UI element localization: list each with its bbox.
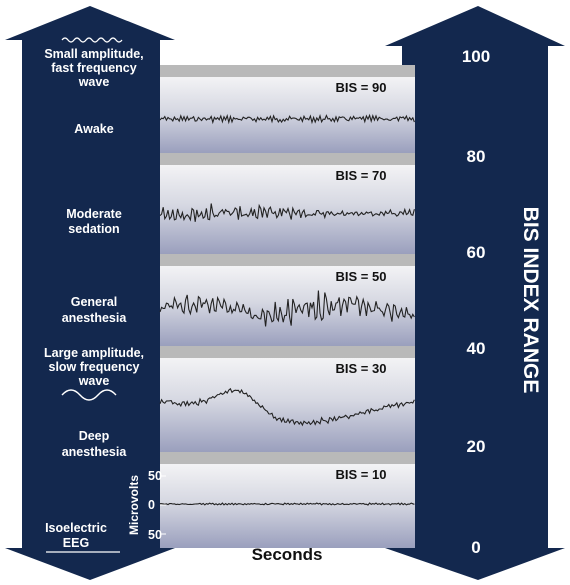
panel-separator xyxy=(160,65,415,77)
eeg-trace-bis-10 xyxy=(160,502,415,506)
large-wave-icon xyxy=(61,389,117,401)
large-amplitude-line-1: Large amplitude, xyxy=(44,346,144,360)
microvolts-tick-bottom: 50 xyxy=(148,528,162,542)
eeg-panels: BIS = 90 BIS = 70 BIS = 50 BIS = 30 BIS = 10 xyxy=(159,77,415,548)
panel-separator xyxy=(160,346,415,358)
state-general-line-1: General xyxy=(71,295,118,309)
eeg-trace-bis-30 xyxy=(159,387,415,427)
left-arrow-shape xyxy=(5,6,175,580)
bis-tick-100: 100 xyxy=(462,47,490,66)
eeg-trace-bis-90 xyxy=(159,113,415,125)
microvolts-axis-label: Microvolts xyxy=(127,475,141,535)
panel-separator xyxy=(160,153,415,165)
bis-value-label-50: BIS = 50 xyxy=(336,269,387,284)
microvolts-tick-top: 50 xyxy=(148,469,162,483)
bis-tick-20: 20 xyxy=(467,437,486,456)
small-amplitude-line-1: Small amplitude, xyxy=(44,47,143,61)
large-amplitude-line-3: wave xyxy=(78,374,110,388)
small-amplitude-line-3: wave xyxy=(78,75,110,89)
eeg-panel-bis-10 xyxy=(160,464,415,548)
panel-separator xyxy=(160,452,415,464)
state-deep-line-1: Deep xyxy=(79,429,110,443)
eeg-panel-bis-30 xyxy=(160,358,415,452)
bis-value-label-10: BIS = 10 xyxy=(336,467,387,482)
bis-value-label-70: BIS = 70 xyxy=(336,168,387,183)
state-awake: Awake xyxy=(74,122,113,136)
eeg-trace-bis-70 xyxy=(159,203,415,222)
small-amplitude-line-2: fast frequency xyxy=(51,61,136,75)
bis-value-label-90: BIS = 90 xyxy=(336,80,387,95)
bis-tick-40: 40 xyxy=(467,339,486,358)
state-isoelectric-line-2: EEG xyxy=(63,536,89,550)
microvolts-tick-mid: 0 xyxy=(148,498,155,512)
small-wave-icon xyxy=(61,37,123,43)
state-deep-line-2: anesthesia xyxy=(62,445,128,459)
bis-index-range-title: BIS INDEX RANGE xyxy=(519,207,542,394)
bis-tick-60: 60 xyxy=(467,243,486,262)
seconds-axis-label: Seconds xyxy=(252,545,323,564)
state-isoelectric-line-1: Isoelectric xyxy=(45,521,107,535)
large-amplitude-line-2: slow frequency xyxy=(49,360,140,374)
state-moderate-line-2: sedation xyxy=(68,222,119,236)
state-moderate-line-1: Moderate xyxy=(66,207,122,221)
state-general-line-2: anesthesia xyxy=(62,311,128,325)
right-arrow-shape xyxy=(385,6,565,580)
panel-separator xyxy=(160,254,415,266)
bis-tick-0: 0 xyxy=(471,538,480,557)
bis-value-label-30: BIS = 30 xyxy=(336,361,387,376)
bis-tick-80: 80 xyxy=(467,147,486,166)
eeg-trace-bis-50 xyxy=(159,290,415,327)
